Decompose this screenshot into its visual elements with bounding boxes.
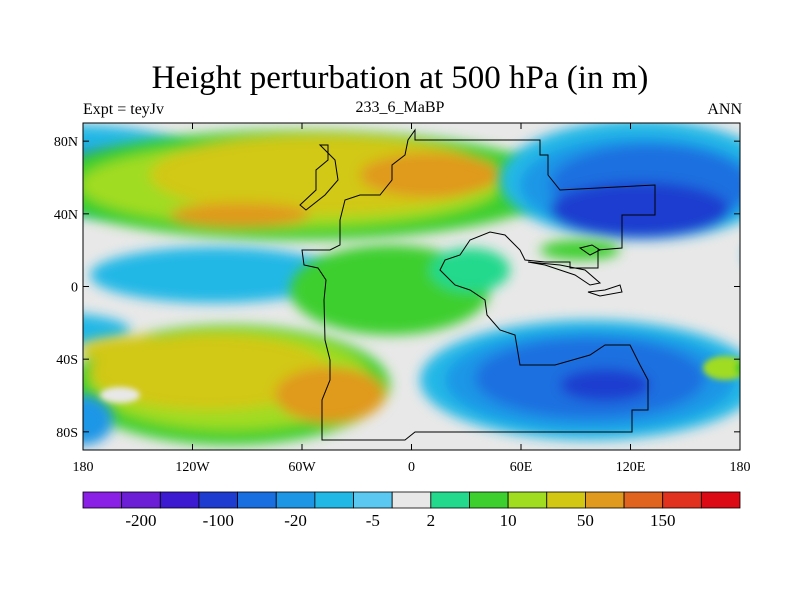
x-axis: 180 120W 60W 0 60E 120E 180	[73, 123, 751, 475]
x-tick-label: 60W	[288, 460, 316, 475]
colorbar-swatch	[237, 491, 277, 509]
colorbar-swatch	[700, 491, 741, 509]
coastlines	[299, 128, 656, 441]
colorbar-swatch	[198, 491, 238, 509]
colorbar-label: 50	[577, 511, 594, 530]
colorbar-label: 150	[650, 511, 676, 530]
x-tick-label: 120W	[175, 460, 210, 475]
period-label: 233_6_MaBP	[355, 99, 445, 116]
colorbar-swatch	[82, 491, 123, 509]
colorbar-swatch	[353, 491, 393, 509]
y-tick-label: 80S	[56, 426, 78, 441]
y-tick-label: 0	[71, 281, 78, 296]
colorbar: -200 -100 -20 -5 2 10 50 150	[82, 491, 741, 530]
y-axis: 80N 40N 0 40S 80S	[54, 135, 740, 441]
colorbar-label: 10	[500, 511, 517, 530]
contour-field	[83, 123, 740, 450]
colorbar-swatch	[391, 491, 432, 509]
colorbar-swatch	[507, 491, 548, 509]
colorbar-swatch	[469, 491, 509, 509]
colorbar-label: 2	[427, 511, 436, 530]
colorbar-swatch	[314, 491, 354, 509]
colorbar-label: -20	[284, 511, 307, 530]
x-tick-label: 60E	[510, 460, 533, 475]
y-tick-label: 40S	[56, 353, 78, 368]
colorbar-swatch	[159, 491, 200, 509]
colorbar-swatch	[585, 491, 625, 509]
colorbar-swatch	[430, 491, 470, 509]
colorbar-label: -100	[203, 511, 234, 530]
colorbar-swatch	[275, 491, 316, 509]
colorbar-swatch	[623, 491, 664, 509]
x-tick-label: 0	[408, 460, 415, 475]
colorbar-label: -5	[366, 511, 380, 530]
chart-title: Height perturbation at 500 hPa (in m)	[151, 60, 649, 96]
season-label: ANN	[707, 101, 742, 118]
experiment-label: Expt = teyJv	[83, 101, 165, 118]
y-tick-label: 80N	[54, 135, 78, 150]
colorbar-swatch	[121, 491, 161, 509]
colorbar-label: -200	[125, 511, 156, 530]
colorbar-swatch	[662, 491, 702, 509]
x-tick-label: 120E	[616, 460, 646, 475]
colorbar-swatch	[546, 491, 586, 509]
x-tick-label: 180	[73, 460, 94, 475]
x-tick-label: 180	[730, 460, 751, 475]
y-tick-label: 40N	[54, 208, 78, 223]
